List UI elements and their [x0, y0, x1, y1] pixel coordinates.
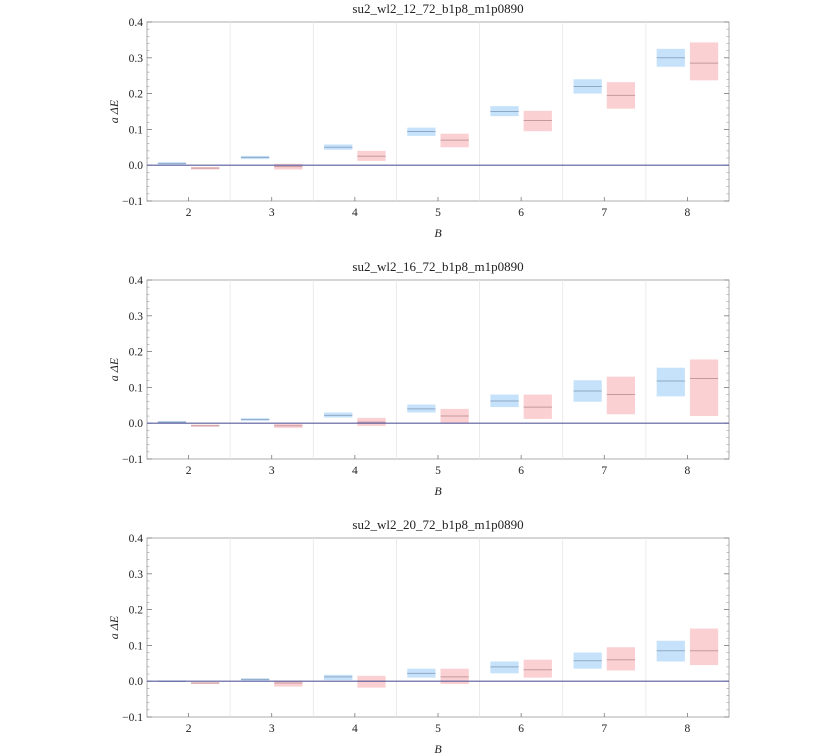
x-tick-label: 6 — [518, 207, 524, 219]
x-tick-label: 6 — [518, 465, 524, 477]
red-box — [274, 680, 303, 687]
x-tick-label: 2 — [186, 207, 192, 219]
y-tick-label: 0.0 — [129, 676, 144, 688]
chart-panel-1: su2_wl2_12_72_b1p8_m1p0890 B a ΔE −0.1 0.… — [107, 1, 730, 240]
y-tick-label: 0.2 — [129, 605, 144, 617]
y-tick-label: 0.2 — [129, 89, 144, 101]
y-tick-label: 0.4 — [129, 17, 144, 29]
y-tick-label: −0.1 — [122, 712, 143, 724]
x-tick-label: 2 — [186, 465, 192, 477]
chart-panel-3: su2_wl2_20_72_b1p8_m1p0890 B a ΔE −0.1 0.… — [107, 517, 730, 756]
red-box — [523, 110, 552, 132]
x-tick-label: 5 — [435, 723, 441, 735]
y-axis-label: a ΔE — [107, 99, 121, 123]
y-tick-label: 0.1 — [129, 640, 144, 652]
plot-frame — [146, 537, 730, 718]
y-tick-label: 0.1 — [129, 382, 144, 394]
red-box — [689, 42, 719, 81]
x-tick-label: 4 — [352, 465, 358, 477]
y-tick-label: 0.2 — [129, 347, 144, 359]
y-tick-label: 0.3 — [129, 53, 144, 65]
y-tick-label: 0.1 — [129, 124, 144, 136]
chart-title: su2_wl2_12_72_b1p8_m1p0890 — [352, 1, 523, 16]
blue-box — [656, 367, 685, 397]
x-tick-label: 3 — [269, 465, 275, 477]
x-tick-label: 3 — [269, 207, 275, 219]
red-box — [689, 359, 719, 417]
y-tick-label: 0.0 — [129, 418, 144, 430]
x-tick-label: 7 — [601, 723, 607, 735]
y-tick-label: −0.1 — [122, 196, 143, 208]
chart-panel-2: su2_wl2_16_72_b1p8_m1p0890 B a ΔE −0.1 0.… — [107, 259, 730, 498]
chart-title: su2_wl2_20_72_b1p8_m1p0890 — [352, 517, 523, 532]
x-tick-label: 8 — [685, 207, 691, 219]
blue-box — [324, 674, 353, 681]
x-tick-label: 3 — [269, 723, 275, 735]
plot-frame — [146, 279, 730, 460]
x-axis-label: B — [434, 742, 442, 756]
y-tick-label: 0.4 — [129, 533, 144, 545]
x-tick-label: 4 — [352, 207, 358, 219]
y-axis-label: a ΔE — [107, 615, 121, 639]
x-tick-label: 5 — [435, 207, 441, 219]
blue-box — [490, 661, 519, 674]
y-tick-label: 0.0 — [129, 160, 144, 172]
plot-frame — [146, 21, 730, 202]
x-tick-label: 2 — [186, 723, 192, 735]
red-box — [606, 376, 636, 415]
x-tick-label: 7 — [601, 465, 607, 477]
red-box — [523, 659, 552, 678]
y-tick-label: −0.1 — [122, 454, 143, 466]
red-box — [606, 647, 636, 671]
y-axis-label: a ΔE — [107, 357, 121, 381]
y-tick-label: 0.3 — [129, 311, 144, 323]
chart-title: su2_wl2_16_72_b1p8_m1p0890 — [352, 259, 523, 274]
x-axis-label: B — [434, 226, 442, 240]
red-box — [689, 628, 719, 666]
x-tick-label: 5 — [435, 465, 441, 477]
x-axis-label: B — [434, 484, 442, 498]
x-tick-label: 4 — [352, 723, 358, 735]
red-box — [440, 668, 469, 685]
x-tick-label: 6 — [518, 723, 524, 735]
y-tick-label: 0.3 — [129, 569, 144, 581]
y-tick-label: 0.4 — [129, 275, 144, 287]
x-tick-label: 8 — [685, 465, 691, 477]
x-tick-label: 7 — [601, 207, 607, 219]
x-tick-label: 8 — [685, 723, 691, 735]
